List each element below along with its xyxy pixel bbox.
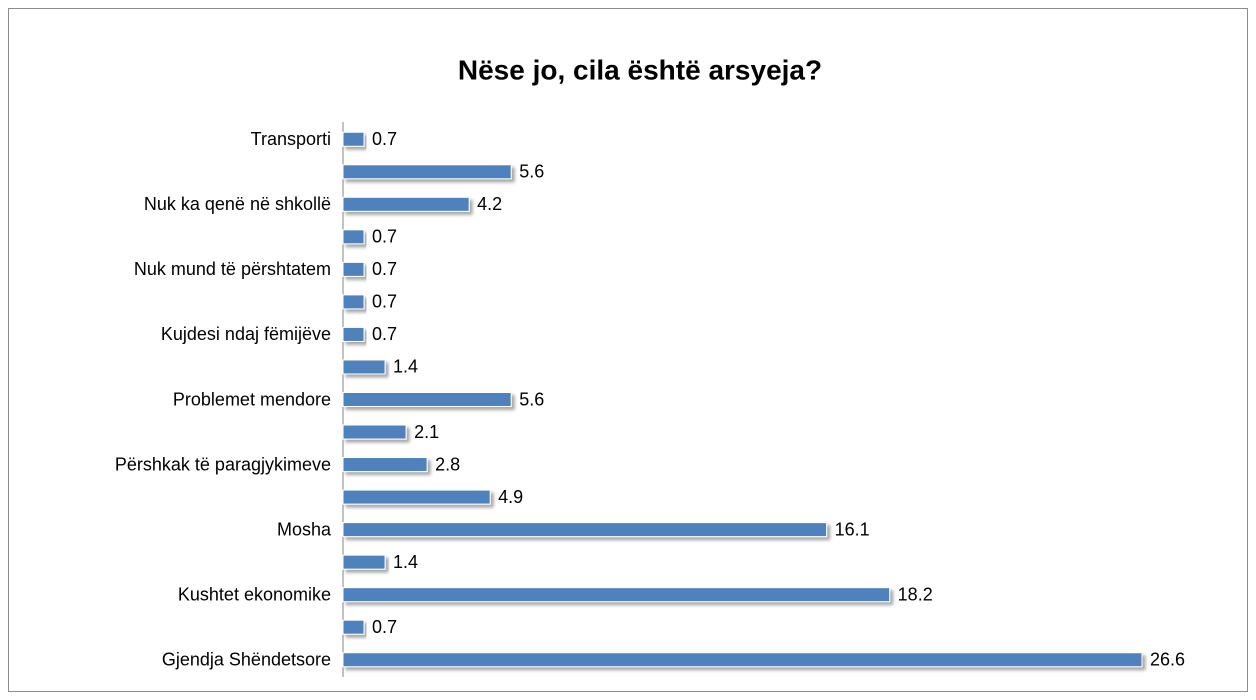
value-label: 5.6 bbox=[519, 389, 544, 409]
category-label: Mosha bbox=[277, 519, 332, 539]
value-label: 16.1 bbox=[835, 519, 870, 539]
bar bbox=[342, 229, 365, 245]
chart-title: Nëse jo, cila është arsyeja? bbox=[458, 54, 822, 85]
value-label: 1.4 bbox=[393, 552, 418, 572]
value-label: 4.2 bbox=[477, 194, 502, 214]
category-label: Përshkak të paragjykimeve bbox=[115, 454, 331, 474]
bar bbox=[342, 619, 365, 635]
bar bbox=[342, 554, 386, 570]
bar bbox=[342, 652, 1143, 668]
value-label: 0.7 bbox=[372, 227, 397, 247]
category-label: Kujdesi ndaj fëmijëve bbox=[161, 324, 331, 344]
value-label: 0.7 bbox=[372, 259, 397, 279]
value-label: 26.6 bbox=[1150, 649, 1185, 669]
category-label: Nuk mund të përshtatem bbox=[134, 259, 331, 279]
category-label: Problemet mendore bbox=[173, 389, 331, 409]
category-label: Gjendja Shëndetsore bbox=[162, 649, 331, 669]
value-label: 0.7 bbox=[372, 617, 397, 637]
bar bbox=[342, 587, 891, 603]
value-label: 5.6 bbox=[519, 162, 544, 182]
bar bbox=[342, 522, 828, 538]
value-label: 2.8 bbox=[435, 454, 460, 474]
bar bbox=[342, 489, 491, 505]
value-label: 1.4 bbox=[393, 357, 418, 377]
bar bbox=[342, 164, 512, 180]
category-label: Nuk ka qenë në shkollë bbox=[144, 194, 331, 214]
bar bbox=[342, 359, 386, 375]
bar bbox=[342, 457, 428, 473]
value-label: 4.9 bbox=[498, 487, 523, 507]
value-label: 2.1 bbox=[414, 422, 439, 442]
chart-frame bbox=[8, 8, 1248, 692]
value-label: 18.2 bbox=[898, 584, 933, 604]
value-label: 0.7 bbox=[372, 129, 397, 149]
category-label: Kushtet ekonomike bbox=[178, 584, 331, 604]
value-label: 0.7 bbox=[372, 292, 397, 312]
value-label: 0.7 bbox=[372, 324, 397, 344]
bar bbox=[342, 294, 365, 310]
bar bbox=[342, 196, 470, 212]
bar bbox=[342, 131, 365, 147]
bar bbox=[342, 261, 365, 277]
bar bbox=[342, 392, 512, 407]
bar bbox=[342, 424, 407, 440]
category-label: Transporti bbox=[251, 129, 331, 149]
bar bbox=[342, 326, 365, 342]
